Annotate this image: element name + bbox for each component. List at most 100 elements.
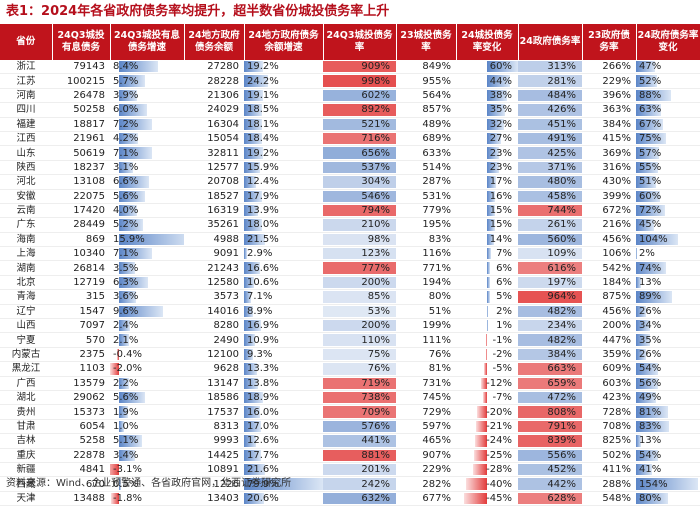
cell-debt_g: 7.1% (110, 145, 184, 161)
cell-gov_g: 18.0% (244, 217, 323, 233)
cell-prov: 浙江 (0, 60, 52, 75)
cell-cty_chg: -24% (456, 433, 518, 449)
cell-gr: 426% (518, 102, 582, 118)
cell-prov: 青海 (0, 289, 52, 305)
cell-gov: 15054 (184, 131, 244, 147)
bar-fill (244, 291, 251, 303)
cell-value: 794% (361, 205, 390, 217)
cell-debt_g: 6.6% (110, 174, 184, 190)
cell-value: 20.6% (247, 492, 279, 504)
cell-value: 7.1% (113, 147, 139, 159)
bar-fill (518, 161, 582, 174)
cell-value: 32% (489, 118, 512, 130)
header-gov-debt[interactable]: 24地方政府债务余额 (184, 24, 245, 60)
cell-cty23: 465% (396, 433, 456, 449)
bar-fill (323, 190, 396, 202)
bar-fill (476, 406, 487, 418)
cell-gr_chg: 67% (636, 117, 700, 132)
cell-prov: 上海 (0, 246, 52, 262)
table-row: 北京 12719 6.3% 12580 10.6% 200% 194% 6% 197% 184% 1… (0, 275, 700, 291)
cell-value: 154% (639, 478, 668, 490)
bar-fill (518, 363, 582, 375)
cell-debt_g: 0.5% (110, 476, 184, 492)
bar-fill (244, 147, 263, 159)
cell-value: 21.5% (247, 233, 279, 245)
cell-value: 83% (639, 420, 662, 432)
cell-gov: 2490 (184, 332, 244, 348)
cell-gr: 484% (518, 88, 582, 104)
cell-debt_g: 9.6% (110, 304, 184, 320)
cell-value: 17% (489, 176, 512, 188)
header-gov-ratio-24[interactable]: 24政府债务率 (518, 24, 583, 60)
cell-debt: 17420 (52, 203, 110, 219)
cell-cty23: 287% (396, 174, 456, 190)
table-body: 浙江 79143 8.4% 27280 19.2% 909% 849% 60% 313% 266%… (0, 60, 700, 506)
cell-value: 47% (639, 61, 662, 73)
table-row: 江苏 100215 5.7% 28228 24.2% 998% 955% 44% 281% 229… (0, 73, 700, 89)
bar-fill (244, 391, 263, 404)
cell-gr23: 456% (582, 232, 636, 248)
cell-gov_g: 19.1% (244, 88, 323, 104)
cell-value: 371% (547, 161, 576, 173)
bar-fill (484, 363, 487, 375)
bar-fill (323, 435, 396, 447)
bar-fill (636, 478, 698, 490)
cell-value: 16.9% (247, 320, 279, 332)
cell-value: 8.9% (247, 305, 273, 317)
cell-prov: 新疆 (0, 462, 52, 478)
cell-value: 3.6% (113, 291, 139, 303)
cell-prov: 黑龙江 (0, 361, 52, 377)
cell-debt: 15373 (52, 404, 110, 420)
cell-debt: 2375 (52, 347, 110, 363)
cell-prov: 重庆 (0, 448, 52, 463)
cell-gov_g: 18.4% (244, 131, 323, 147)
header-ct-ratio-24[interactable]: 24Q3城投债务率 (323, 24, 397, 60)
cell-value: 26% (639, 349, 662, 360)
cell-value: 998% (361, 75, 390, 87)
cell-cty23: 907% (396, 448, 456, 463)
cell-gr_chg: 49% (636, 390, 700, 406)
bar-fill (323, 233, 396, 246)
cell-value: 242% (361, 478, 390, 490)
header-gov-debt-growth[interactable]: 24地方政府债务余额增速 (244, 24, 324, 60)
table-row: 内蒙古 2375 -0.4% 12100 9.3% 75% 76% -2% 384% 359% 26… (0, 347, 700, 363)
cell-debt_g: 5.7% (110, 73, 184, 89)
header-ct-ratio-change[interactable]: 24城投债务率变化 (456, 24, 519, 60)
bar-fill (244, 262, 261, 274)
cell-value: -12% (486, 377, 512, 389)
cell-cty_chg: 15% (456, 203, 518, 219)
cell-value: 482% (547, 334, 576, 346)
cell-cty_chg: -25% (456, 448, 518, 463)
cell-gr: 281% (518, 73, 582, 89)
cell-value: 52% (639, 75, 662, 87)
cell-gr_chg: 52% (636, 73, 700, 89)
bar-fill (323, 391, 396, 404)
cell-cty23: 745% (396, 390, 456, 406)
header-ct-debt-growth[interactable]: 24Q3城投有息债务增速 (110, 24, 185, 60)
cell-value: 659% (547, 377, 576, 389)
cell-gr: 556% (518, 448, 582, 463)
cell-debt_g: 5.6% (110, 189, 184, 204)
cell-cty: 546% (323, 189, 396, 204)
cell-gr: 197% (518, 275, 582, 291)
cell-cty: 242% (323, 476, 396, 492)
cell-value: 2% (496, 305, 512, 317)
cell-gov: 14016 (184, 304, 244, 320)
header-gov-ratio-23[interactable]: 23政府债务率 (582, 24, 637, 60)
cell-debt: 1103 (52, 361, 110, 377)
header-province[interactable]: 省份 (0, 24, 53, 60)
cell-gov: 13147 (184, 376, 244, 391)
header-gov-ratio-change[interactable]: 24政府债务率变化 (636, 24, 700, 60)
cell-value: 89% (639, 291, 662, 303)
cell-cty_chg: -21% (456, 419, 518, 435)
cell-value: 425% (547, 147, 576, 159)
cell-cty23: 111% (396, 332, 456, 348)
cell-gov: 9628 (184, 361, 244, 377)
header-ct-debt[interactable]: 24Q3城投有息债务 (52, 24, 111, 60)
cell-prov: 宁夏 (0, 332, 52, 348)
bar-fill (518, 190, 582, 202)
bar-fill (487, 89, 507, 102)
header-ct-ratio-23[interactable]: 23城投债务率 (396, 24, 457, 60)
cell-cty_chg: 35% (456, 102, 518, 118)
cell-gr: 482% (518, 304, 582, 320)
